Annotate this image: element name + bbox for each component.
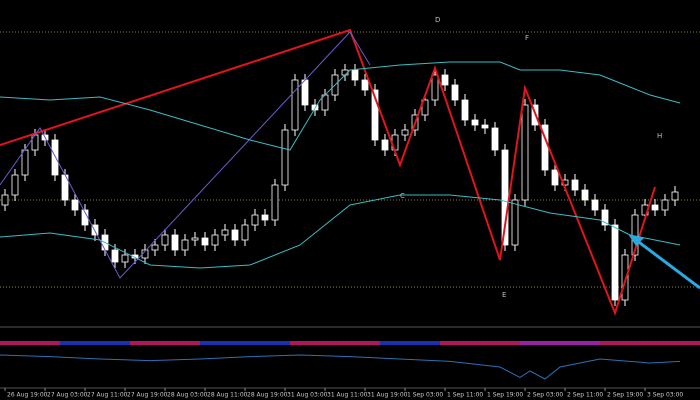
strip [60, 341, 130, 345]
annotation: H [657, 132, 662, 140]
candle-body [431, 74, 439, 101]
candle-body [621, 254, 629, 301]
x-tick-label: 27 Aug 19:00 [127, 392, 168, 399]
x-tick-label: 27 Aug 03:00 [47, 392, 88, 399]
candle-body [371, 89, 379, 141]
candle-body [381, 139, 389, 151]
candle-body [181, 239, 189, 251]
candle-body [511, 199, 519, 246]
x-tick-label: 27 Aug 11:00 [87, 392, 128, 399]
x-tick-label: 3 Sep 03:00 [647, 392, 683, 399]
candle-body [251, 214, 259, 226]
strip [200, 341, 290, 345]
candle-body [1, 194, 9, 206]
candle-body [451, 84, 459, 101]
candle-body [521, 104, 529, 201]
candle-body [301, 79, 309, 106]
x-tick-label: 31 Aug 19:00 [367, 392, 408, 399]
arrow-head [628, 234, 644, 246]
candle-body [161, 234, 169, 246]
candle-body [671, 191, 679, 201]
candle-body [401, 129, 409, 136]
candle-body [111, 249, 119, 263]
candle-body [651, 204, 659, 211]
candle-body [261, 214, 269, 221]
candle-body [51, 139, 59, 176]
candle-body [591, 199, 599, 211]
candle-body [151, 244, 159, 251]
overlay-line [0, 194, 681, 269]
overlay-line [0, 61, 681, 151]
candle-body [171, 234, 179, 251]
annotation: C [400, 192, 405, 200]
candle-body [441, 74, 449, 86]
candle-body [611, 224, 619, 301]
candle-body [421, 99, 429, 116]
strip [380, 341, 440, 345]
arrow-line [631, 235, 700, 290]
annotation: E [502, 291, 506, 299]
x-tick-label: 28 Aug 19:00 [247, 392, 288, 399]
strip [520, 341, 600, 345]
candle-body [461, 99, 469, 121]
oscillator-line [0, 354, 681, 380]
x-tick-label: 1 Sep 11:00 [447, 392, 483, 399]
overlay-line [0, 28, 656, 316]
signal-strip [0, 341, 700, 345]
candle-body [231, 229, 239, 241]
candle-body [481, 124, 489, 129]
candle-body [361, 79, 369, 91]
candle-body [491, 127, 499, 151]
candle-body [241, 224, 249, 241]
candle-body [201, 237, 209, 246]
candle-body [551, 169, 559, 186]
candle-body [661, 199, 669, 211]
annotation: D [435, 16, 440, 24]
x-tick-label: 2 Sep 03:00 [527, 392, 563, 399]
candle-body [281, 129, 289, 186]
x-tick-label: 1 Sep 03:00 [407, 392, 443, 399]
candle-body [91, 224, 99, 236]
candle-body [191, 237, 199, 241]
x-tick-label: 28 Aug 03:00 [167, 392, 208, 399]
candle-body [11, 174, 19, 196]
x-tick-label: 28 Aug 11:00 [207, 392, 248, 399]
candle-body [121, 254, 129, 263]
x-tick-label: 2 Sep 19:00 [607, 392, 643, 399]
candle-body [211, 234, 219, 246]
strip [0, 341, 700, 345]
candle-body [501, 149, 509, 246]
annotation: F [525, 34, 529, 42]
candle-body [271, 184, 279, 221]
candle-body [71, 199, 79, 211]
x-tick-label: 1 Sep 19:00 [487, 392, 523, 399]
candle-body [571, 179, 579, 191]
x-tick-label: 31 Aug 11:00 [327, 392, 368, 399]
x-tick-label: 31 Aug 03:00 [287, 392, 328, 399]
candle-body [351, 69, 359, 81]
x-tick-label: 26 Aug 19:00 [7, 392, 48, 399]
candle-body [601, 209, 609, 226]
candle-body [21, 149, 29, 176]
x-tick-label: 2 Sep 11:00 [567, 392, 603, 399]
candle-body [291, 79, 299, 131]
arrow [628, 234, 700, 290]
candle-body [471, 119, 479, 126]
overlay-line [0, 31, 371, 279]
candle-body [221, 229, 229, 236]
candle-body [581, 189, 589, 201]
